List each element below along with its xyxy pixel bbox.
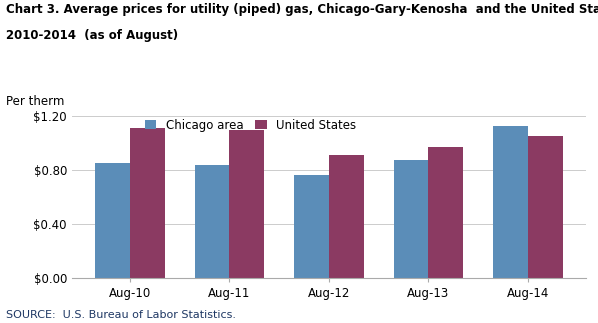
Text: Per therm: Per therm — [6, 95, 65, 108]
Bar — [95, 163, 130, 278]
Text: SOURCE:  U.S. Bureau of Labor Statistics.: SOURCE: U.S. Bureau of Labor Statistics. — [6, 310, 236, 320]
Bar — [428, 147, 463, 278]
Text: 2010-2014  (as of August): 2010-2014 (as of August) — [6, 29, 178, 42]
Bar — [393, 161, 428, 278]
Bar — [294, 175, 329, 278]
Text: Chart 3. Average prices for utility (piped) gas, Chicago-Gary-Kenosha  and the U: Chart 3. Average prices for utility (pip… — [6, 3, 598, 16]
Bar — [329, 155, 364, 278]
Bar — [230, 130, 264, 278]
Bar — [194, 165, 230, 278]
Legend: Chicago area, United States: Chicago area, United States — [145, 119, 356, 132]
Bar — [528, 136, 563, 278]
Bar — [130, 128, 165, 278]
Bar — [493, 126, 528, 278]
